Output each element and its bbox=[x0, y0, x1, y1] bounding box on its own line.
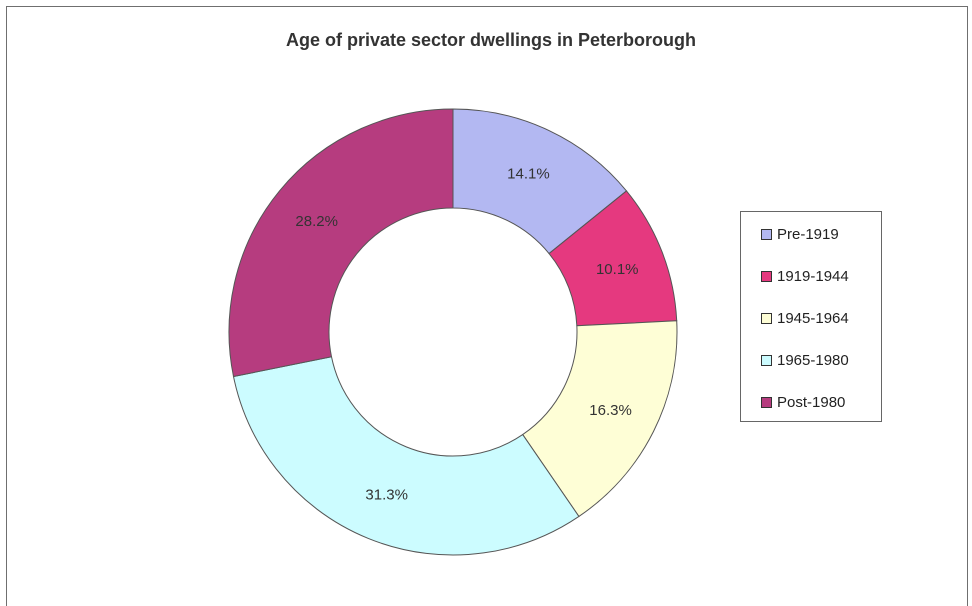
legend-item-1965-1980: 1965-1980 bbox=[761, 350, 849, 370]
slice-label-1945-1964: 16.3% bbox=[589, 402, 632, 419]
legend-item-pre-1919: Pre-1919 bbox=[761, 224, 839, 244]
slice-label-post-1980: 28.2% bbox=[295, 213, 338, 230]
legend-swatch bbox=[761, 354, 772, 366]
donut-slice-1965-1980 bbox=[232, 356, 580, 556]
legend: Pre-1919 1919-1944 1945-1964 1965-1980 Post-… bbox=[740, 211, 882, 422]
slice-label-1965-1980: 31.3% bbox=[365, 486, 408, 503]
legend-label: 1945-1964 bbox=[777, 309, 849, 327]
slice-label-pre-1919: 14.1% bbox=[507, 166, 550, 183]
slice-label-1919-1944: 10.1% bbox=[596, 261, 639, 278]
legend-swatch bbox=[761, 312, 772, 324]
legend-item-1945-1964: 1945-1964 bbox=[761, 308, 849, 328]
legend-label: Pre-1919 bbox=[777, 225, 839, 243]
legend-swatch bbox=[761, 270, 772, 282]
legend-swatch bbox=[761, 396, 772, 408]
donut-slice-1945-1964 bbox=[522, 320, 678, 518]
legend-item-1919-1944: 1919-1944 bbox=[761, 266, 849, 286]
legend-label: 1965-1980 bbox=[777, 351, 849, 369]
legend-item-post-1980: Post-1980 bbox=[761, 392, 845, 412]
legend-swatch bbox=[761, 228, 772, 240]
legend-label: 1919-1944 bbox=[777, 267, 849, 285]
legend-label: Post-1980 bbox=[777, 393, 846, 411]
donut-slice-post-1980 bbox=[228, 108, 454, 378]
chart-title: Age of private sector dwellings in Peter… bbox=[285, 30, 697, 50]
